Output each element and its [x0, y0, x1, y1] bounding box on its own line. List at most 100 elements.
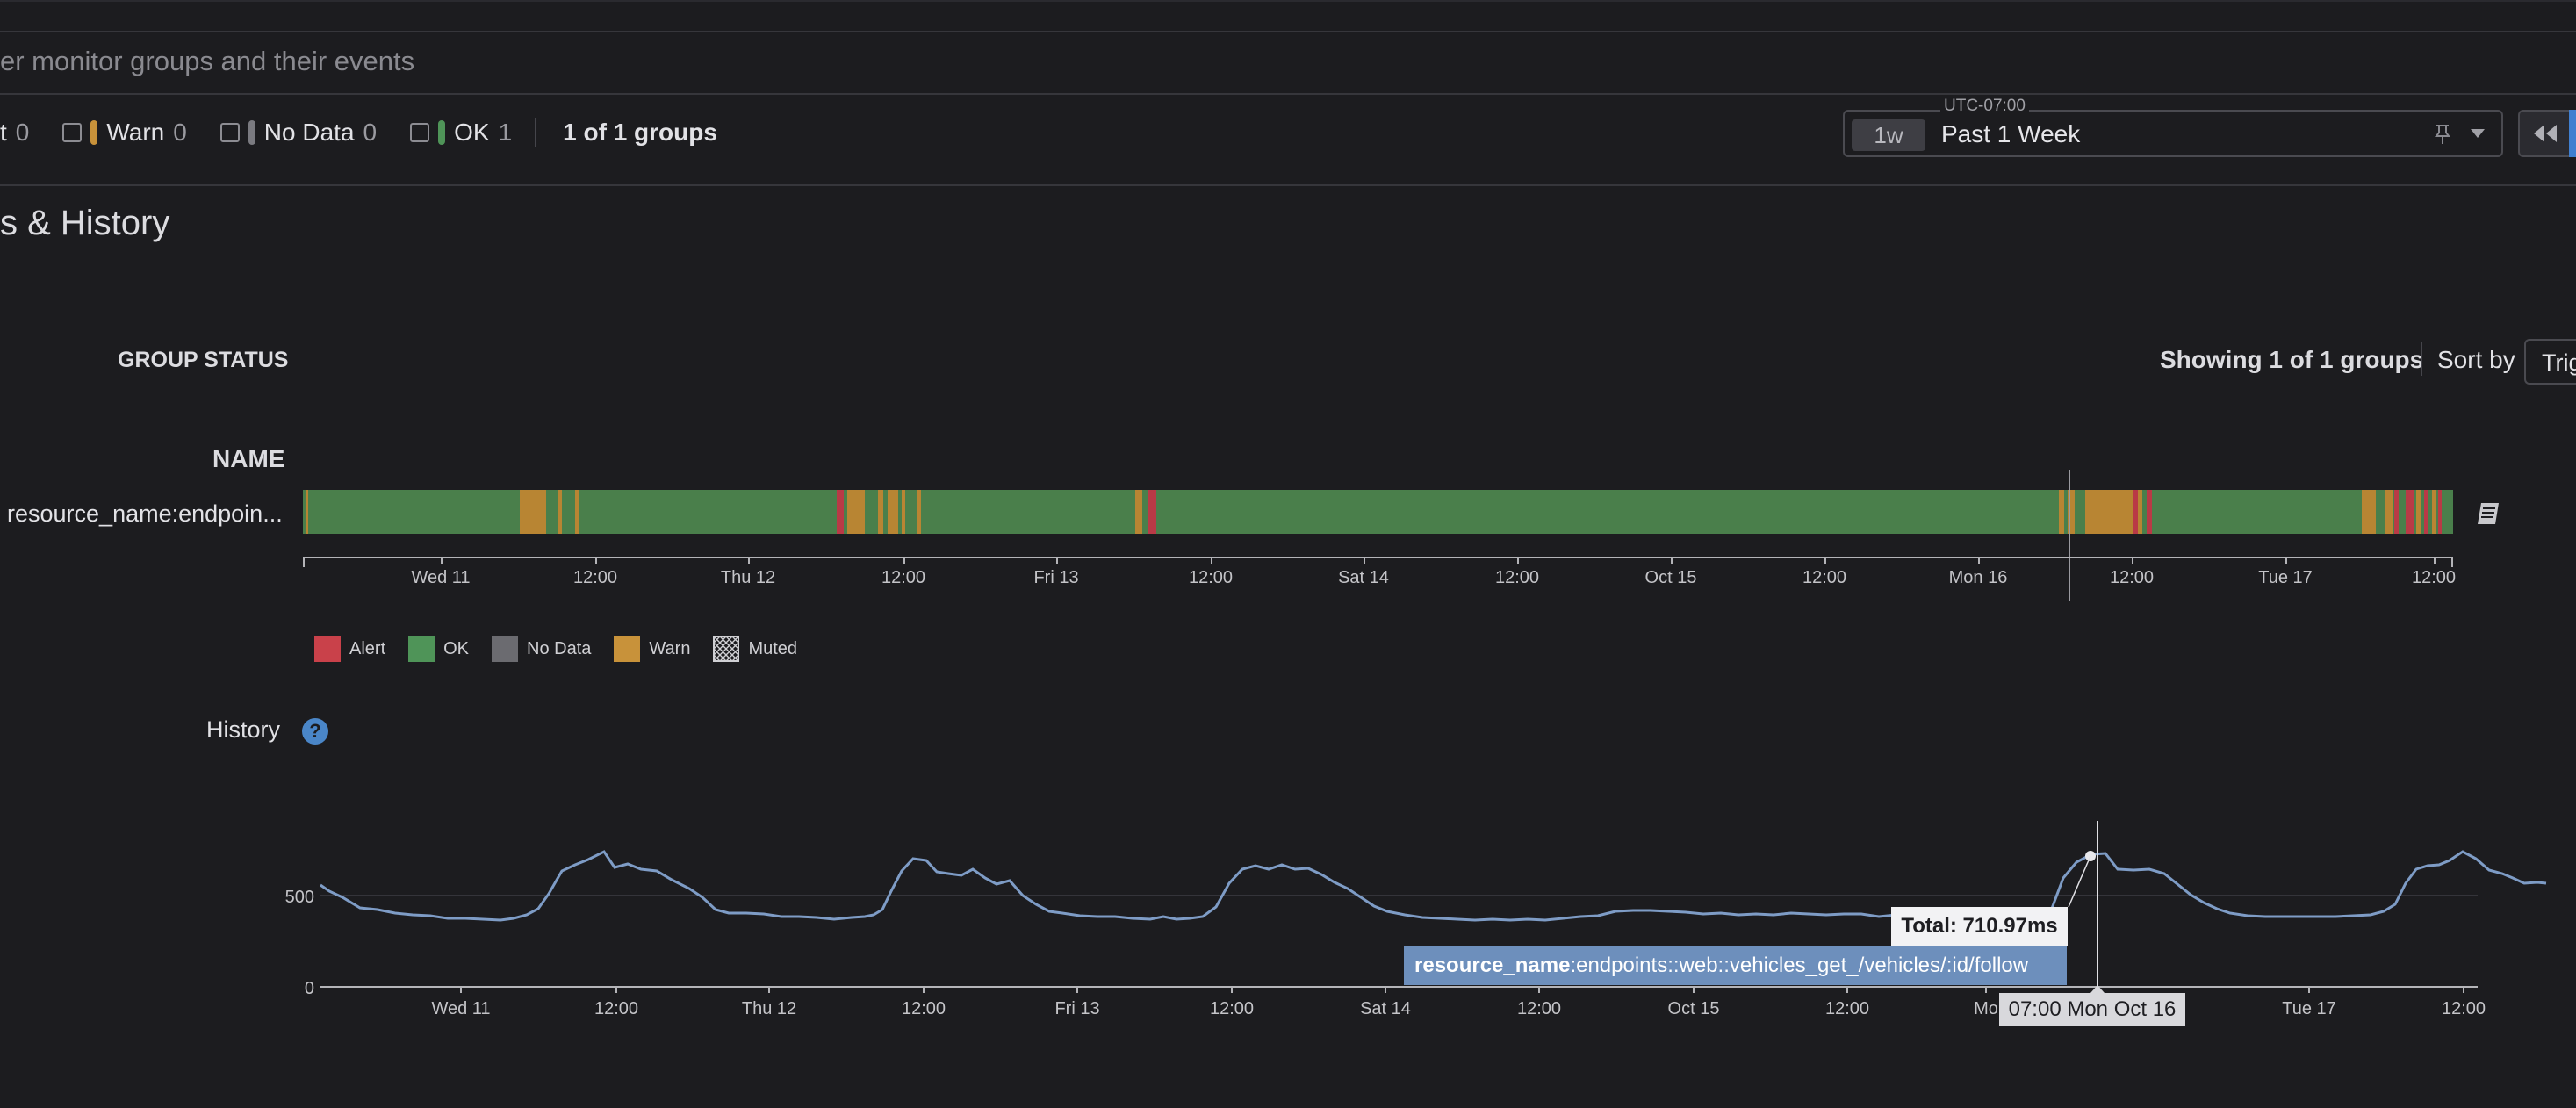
section-divider [0, 184, 2576, 186]
group-row-name[interactable]: resource_name:endpoin... [7, 500, 283, 527]
timeline-axis-tick [1211, 557, 1212, 564]
search-input[interactable]: er monitor groups and their events [0, 46, 415, 76]
timeline-axis-label: Tue 17 [2258, 568, 2313, 587]
sort-separator [2421, 342, 2422, 376]
history-x-label: 12:00 [2442, 999, 2486, 1018]
legend-item-muted: Muted [713, 636, 797, 662]
ok-filter-label[interactable]: OK [454, 119, 490, 146]
chevron-down-icon[interactable] [2470, 127, 2486, 140]
timeline-axis-tick [441, 557, 443, 564]
timeline-axis-tick [1824, 557, 1826, 564]
ok-count: 1 [498, 119, 513, 146]
history-x-label: Wed 11 [431, 999, 490, 1018]
tooltip-group-value: :endpoints::web::vehicles_get_/vehicles/… [1570, 953, 2029, 977]
history-x-label: Thu 12 [742, 999, 796, 1018]
live-indicator [2569, 110, 2576, 157]
timeline-axis-start-tick [303, 557, 305, 567]
y-label-500: 500 [285, 888, 314, 907]
history-chart[interactable]: 500 0 Wed 11 12:00 Thu 12 12:00 Fri 13 12:00 S… [0, 790, 2576, 1018]
nodata-checkbox[interactable] [219, 123, 240, 142]
history-x-label: Tue 17 [2282, 999, 2336, 1018]
timeline-axis-label: 12:00 [881, 568, 926, 587]
timeframe-selector[interactable]: 1w Past 1 Week [1843, 110, 2503, 157]
timeline-axis-tick [903, 557, 905, 564]
warn-segment [902, 490, 905, 534]
warn-segment [2385, 490, 2393, 534]
alert-segment [1148, 490, 1156, 534]
status-timeline-bar[interactable] [303, 490, 2453, 534]
timeline-axis-tick [1364, 557, 1365, 564]
timeline-axis-label: 12:00 [2109, 568, 2155, 587]
legend-label-warn: Warn [649, 638, 691, 658]
alert-segment [2406, 490, 2414, 534]
warn-segment [2068, 490, 2075, 534]
rewind-icon [2534, 125, 2557, 142]
help-icon[interactable]: ? [302, 718, 328, 745]
alert-segment [2424, 490, 2428, 534]
legend-label-nodata: No Data [527, 638, 592, 658]
warn-filter-label[interactable]: Warn [106, 119, 165, 146]
history-x-label: 12:00 [1825, 999, 1869, 1018]
warn-segment [878, 490, 883, 534]
notebook-icon[interactable] [2474, 500, 2502, 527]
latency-series-line [320, 850, 2547, 922]
legend-item-alert: Alert [314, 636, 385, 662]
tooltip-connector [2068, 855, 2091, 908]
timeframe-label: Past 1 Week [1941, 120, 2081, 147]
history-x-label: Fri 13 [1054, 999, 1099, 1018]
timeline-axis-label: Sat 14 [1338, 568, 1389, 587]
legend-swatch-nodata [492, 636, 519, 662]
alert-segment [2394, 490, 2399, 534]
history-x-label: Sat 14 [1360, 999, 1411, 1018]
alert-segment [837, 490, 844, 534]
timeline-axis-tick [595, 557, 597, 564]
timeline-axis-label: Oct 15 [1644, 568, 1697, 587]
timeline-axis-tick [1056, 557, 1058, 564]
filter-separator [535, 118, 537, 147]
search-divider [0, 93, 2576, 95]
warn-segment [2059, 490, 2064, 534]
alert-segment [2147, 490, 2152, 534]
timeline-axis-tick [1671, 557, 1673, 564]
alert-filter-label[interactable]: t [0, 119, 7, 146]
pin-icon[interactable] [2433, 124, 2452, 145]
warn-checkbox[interactable] [62, 123, 83, 142]
timeline-axis-line [303, 557, 2453, 558]
timeline-axis-label: 12:00 [572, 568, 618, 587]
timeframe-chip: 1w [1852, 119, 1925, 151]
history-x-label: 12:00 [1517, 999, 1561, 1018]
warn-segment [917, 490, 921, 534]
nodata-count: 0 [363, 119, 378, 146]
history-x-label: Mo [1974, 999, 1998, 1018]
legend-swatch-muted [713, 636, 740, 662]
warn-count: 0 [173, 119, 187, 146]
history-title: History [206, 716, 281, 743]
top-divider [0, 0, 2576, 2]
alert-count: 0 [15, 119, 30, 146]
warn-segment [2085, 490, 2142, 534]
history-x-label: 12:00 [1210, 999, 1254, 1018]
tooltip-group-key: resource_name [1414, 953, 1571, 977]
history-x-axis: Wed 11 12:00 Thu 12 12:00 Fri 13 12:00 Sat 14 1… [431, 987, 2486, 1018]
y-label-0: 0 [305, 979, 314, 998]
rewind-button[interactable] [2518, 110, 2576, 157]
warn-segment [2416, 490, 2421, 534]
history-x-label: 12:00 [594, 999, 638, 1018]
timeline-axis-tick [2434, 557, 2436, 564]
warn-segment [888, 490, 898, 534]
sort-select[interactable]: Trig [2524, 339, 2576, 385]
timeline-axis-label: 12:00 [1802, 568, 1847, 587]
warn-segment [306, 490, 308, 534]
status-filter-bar: t 0 Warn 0 No Data 0 OK 1 1 of 1 groups [0, 111, 717, 155]
history-x-label: Oct 15 [1668, 999, 1720, 1018]
tooltip-total: Total: 710.97ms [1891, 907, 2068, 946]
ok-checkbox[interactable] [410, 123, 430, 142]
warn-segment [2432, 490, 2436, 534]
timeline-axis-label: Thu 12 [720, 568, 776, 587]
nodata-filter-label[interactable]: No Data [263, 119, 355, 146]
legend-item-warn: Warn [614, 636, 690, 662]
legend-label-alert: Alert [349, 638, 386, 658]
timeline-axis-label: 12:00 [1494, 568, 1540, 587]
timeline-cursor [2069, 470, 2070, 601]
legend-swatch-warn [614, 636, 641, 662]
